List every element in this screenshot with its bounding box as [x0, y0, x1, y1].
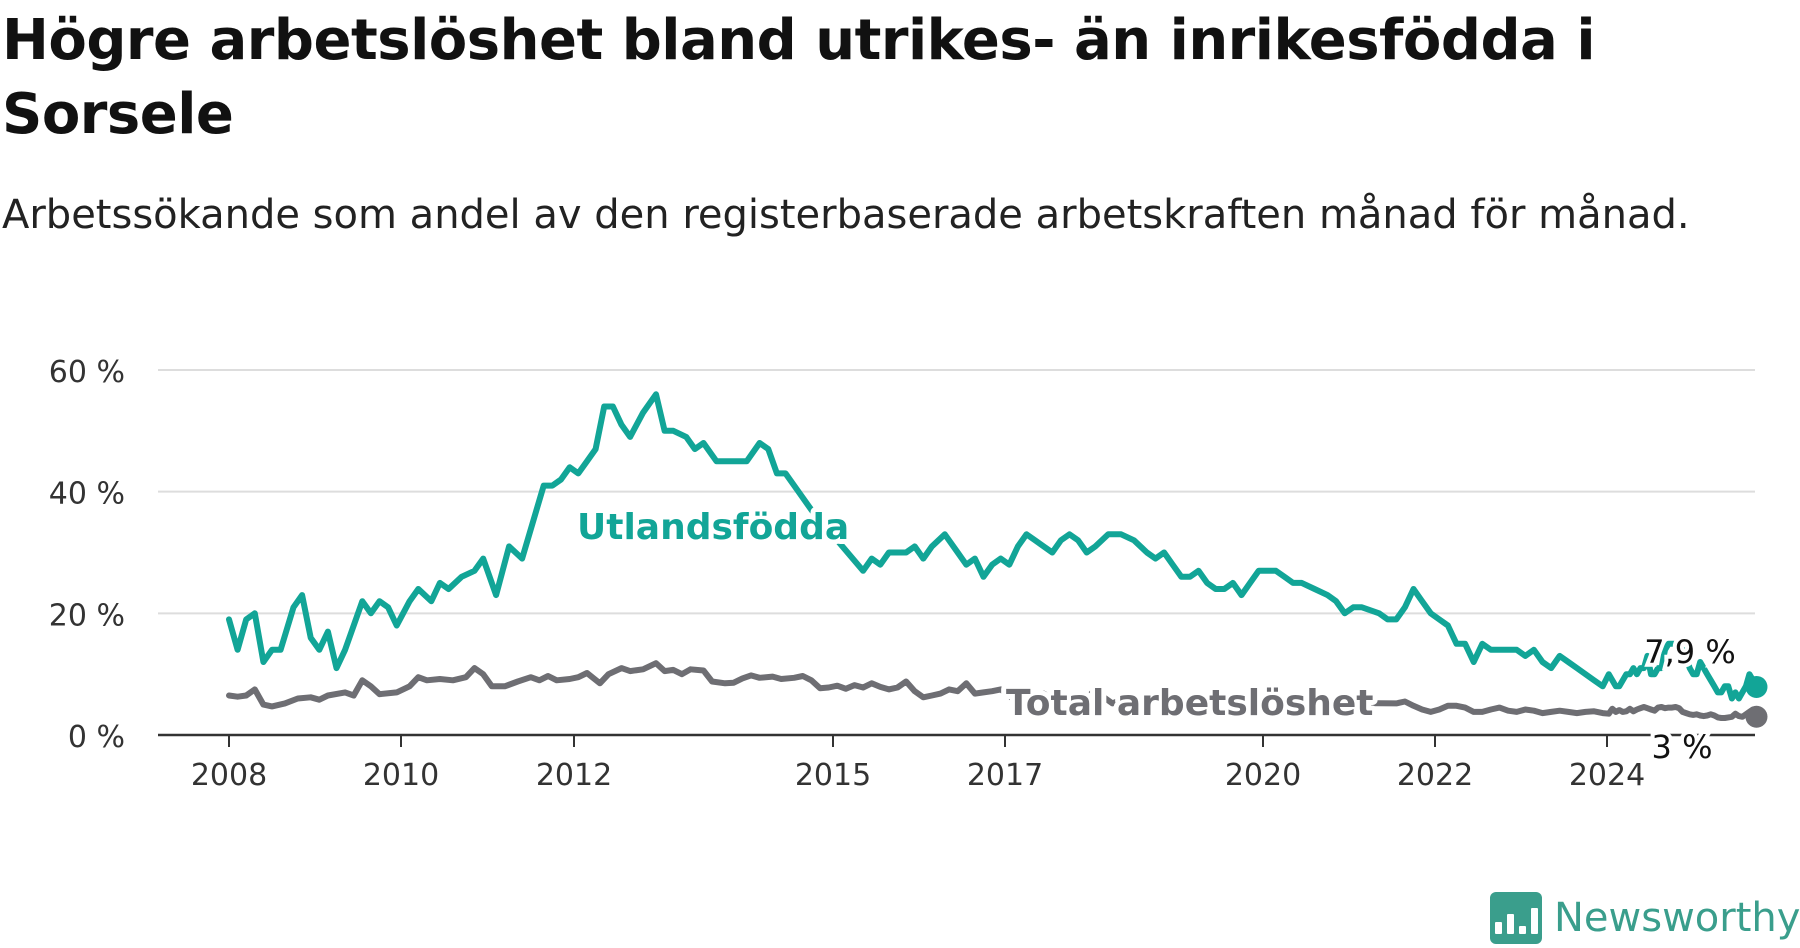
x-tick-label: 2012 — [536, 758, 612, 793]
end-label-utlandsfodda: 7,9 % — [1644, 633, 1735, 671]
y-tick-label: 20 % — [49, 598, 125, 633]
total-series-line — [226, 660, 1760, 721]
series-label-utlandsfodda: Utlandsfödda — [577, 507, 849, 548]
x-tick-label: 2010 — [363, 758, 439, 793]
chart-title: Högre arbetslöshet bland utrikes- än inr… — [2, 8, 1596, 147]
x-tick-label: 2015 — [795, 758, 871, 793]
brand-name: Newsworthy — [1554, 895, 1800, 941]
y-tick-label: 40 % — [49, 477, 125, 512]
end-point-utlandsfodda — [1745, 675, 1768, 698]
x-tick-label: 2024 — [1569, 758, 1645, 793]
chart-subtitle: Arbetssökande som andel av den registerb… — [2, 192, 1690, 238]
x-tick-label: 2008 — [191, 758, 267, 793]
foreign-series-line — [226, 391, 1760, 702]
newsworthy-logo-icon — [1490, 892, 1542, 944]
end-point-total — [1745, 705, 1768, 728]
end-label-total: 3 % — [1652, 728, 1713, 766]
y-tick-label: 60 % — [49, 355, 125, 390]
newsworthy-logo: Newsworthy — [1490, 888, 1800, 948]
series-label-total: Total arbetslöshet — [1006, 683, 1374, 724]
x-tick-label: 2017 — [967, 758, 1043, 793]
x-tick-label: 2020 — [1225, 758, 1301, 793]
y-tick-label: 0 % — [68, 720, 125, 755]
x-tick-label: 2022 — [1397, 758, 1473, 793]
